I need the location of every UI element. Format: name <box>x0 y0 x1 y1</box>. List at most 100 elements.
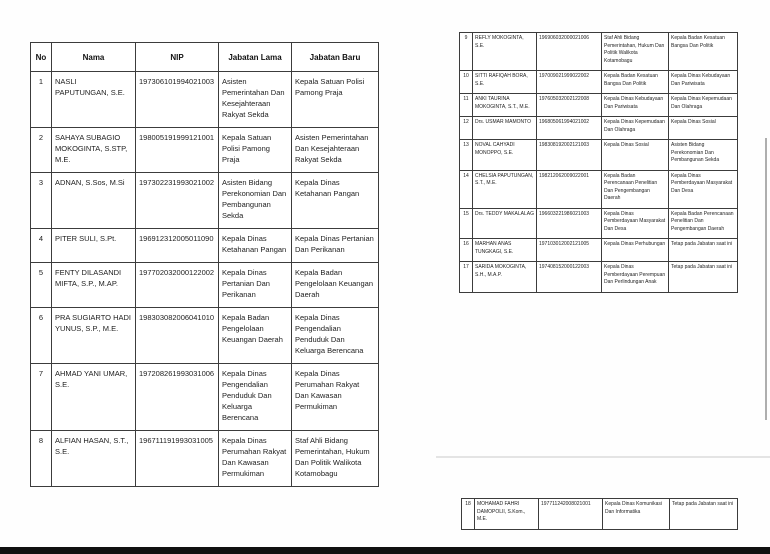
cell-nip: 197009021999022002 <box>536 70 602 94</box>
cell-nip: 197702032000122002 <box>135 262 219 308</box>
cell-jabatan-lama: Asisten Pemerintahan Dan Kesejahteraan R… <box>218 71 292 128</box>
cell-no: 17 <box>459 261 473 293</box>
cell-no: 5 <box>30 262 52 308</box>
cell-jabatan-baru: Kepala Dinas Pengendalian Penduduk Dan K… <box>291 307 379 364</box>
table-row: 1 NASLI PAPUTUNGAN, S.E. 19730610199402100… <box>30 71 379 128</box>
cell-nama: REFLY MOKOGINTA, S.E. <box>472 32 537 71</box>
cell-jabatan-lama: Kepala Badan Perencanaan Penelitian Dan … <box>601 169 669 209</box>
cell-nama: NASLI PAPUTUNGAN, S.E. <box>51 71 136 128</box>
column-header: Jabatan Lama <box>218 42 292 72</box>
cell-nip: 196906032000021006 <box>536 32 602 71</box>
cell-nama: PRA SUGIARTO HADI YUNUS, S.P., M.E. <box>51 307 136 364</box>
cell-nip: 198308192002121003 <box>536 139 602 171</box>
table-body-page-2: 9 REFLY MOKOGINTA, S.E. 196906032000021006… <box>459 32 738 293</box>
table-body-page-1: 1 NASLI PAPUTUNGAN, S.E. 19730610199402100… <box>30 71 379 487</box>
cell-jabatan-lama: Kepala Dinas Kebudayaan Dan Pariwisata <box>601 93 669 117</box>
cell-jabatan-lama: Kepala Dinas Perumahan Rakyat Dan Kawasa… <box>218 430 292 487</box>
cell-jabatan-baru: Kepala Satuan Polisi Pamong Praja <box>291 71 379 128</box>
cell-nip: 197408152000122003 <box>536 261 602 293</box>
table-row: 3 ADNAN, S.Sos, M.Si 197302231993021002 Asi… <box>30 172 379 229</box>
table-row: 18 MOHAMAD FAHRI DAMOPOLII, S.Kom., M.E. 1… <box>461 498 738 530</box>
cell-no: 3 <box>30 172 52 229</box>
table-row: 15 Drs. TEDDY MAKALALAG 196603221986021003… <box>459 207 738 239</box>
table-row: 2 SAHAYA SUBAGIO MOKOGINTA, S.STP, M.E. 19… <box>30 127 379 173</box>
cell-no: 7 <box>30 363 52 431</box>
cell-jabatan-baru: Kepala Dinas Kebudayaan Dan Pariwisata <box>668 70 738 94</box>
table-row: 4 PITER SULI, S.Pt. 196912312005011090 Kepa… <box>30 228 379 263</box>
cell-nip: 198212062009022001 <box>536 169 602 209</box>
table-row: 14 CHELSIA PAPUTUNGAN, S.T., M.E. 19821206… <box>459 169 738 209</box>
cell-jabatan-baru: Tetap pada Jabatan saat ini <box>668 261 738 293</box>
cell-nip: 197711242008021001 <box>538 498 603 530</box>
cell-nama: SARIDA MOKOGINTA, S.H., M.A.P. <box>472 261 537 293</box>
cell-jabatan-lama: Kepala Dinas Ketahanan Pangan <box>218 228 292 263</box>
cell-jabatan-baru: Kepala Dinas Perumahan Rakyat Dan Kawasa… <box>291 363 379 431</box>
column-header: Jabatan Baru <box>291 42 379 72</box>
cell-jabatan-baru: Tetap pada Jabatan saat ini <box>669 498 738 530</box>
cell-nip: 198005191999121001 <box>135 127 219 173</box>
page-break-line <box>436 456 770 458</box>
cell-no: 1 <box>30 71 52 128</box>
cell-jabatan-baru: Kepala Dinas Pemberdayaan Masyarakat Dan… <box>668 169 738 209</box>
cell-no: 2 <box>30 127 52 173</box>
cell-jabatan-baru: Kepala Badan Kesatuan Bangsa Dan Politik <box>668 32 738 71</box>
cell-nip: 197605032002122008 <box>536 93 602 117</box>
table-row: 10 SITTI RAFIQAH BORA, S.E. 19700902199902… <box>459 70 738 94</box>
cell-jabatan-lama: Kepala Dinas Perhubungan <box>601 238 669 262</box>
cell-nip: 197302231993021002 <box>135 172 219 229</box>
cell-nama: FENTY DILASANDI MIFTA, S.P., M.AP. <box>51 262 136 308</box>
table-row: 12 Drs. USMAR MAMONTO 196805061994021002 Ke… <box>459 116 738 140</box>
cell-no: 15 <box>459 207 473 239</box>
cell-no: 14 <box>459 169 473 209</box>
cell-nama: Drs. USMAR MAMONTO <box>472 116 537 140</box>
cell-jabatan-lama: Kepala Dinas Sosial <box>601 139 669 171</box>
cell-nip: 196603221986021003 <box>536 207 602 239</box>
cell-jabatan-lama: Staf Ahli Bidang Pemerintahan, Hukum Dan… <box>601 32 669 71</box>
cell-jabatan-baru: Asisten Pemerintahan Dan Kesejahteraan R… <box>291 127 379 173</box>
cell-nama: ANKI TAURINA MOKOGINTA, S.T., M.E. <box>472 93 537 117</box>
cell-no: 13 <box>459 139 473 171</box>
cell-no: 8 <box>30 430 52 487</box>
table-body-page-3: 18 MOHAMAD FAHRI DAMOPOLII, S.Kom., M.E. 1… <box>461 498 738 530</box>
cell-nama: NOVAL CAHYADI MONOPPO, S.E. <box>472 139 537 171</box>
cell-nip: 196711191993031005 <box>135 430 219 487</box>
cell-no: 6 <box>30 307 52 364</box>
mutation-table-page-2: 9 REFLY MOKOGINTA, S.E. 196906032000021006… <box>459 32 738 293</box>
cell-no: 10 <box>459 70 473 94</box>
table-row: 17 SARIDA MOKOGINTA, S.H., M.A.P. 19740815… <box>459 261 738 293</box>
column-header: No <box>30 42 52 72</box>
cell-nip: 197306101994021003 <box>135 71 219 128</box>
column-header: Nama <box>51 42 136 72</box>
cell-jabatan-baru: Kepala Dinas Ketahanan Pangan <box>291 172 379 229</box>
cell-nip: 196912312005011090 <box>135 228 219 263</box>
cell-no: 12 <box>459 116 473 140</box>
cell-nip: 197103012002121005 <box>536 238 602 262</box>
cell-jabatan-baru: Kepala Dinas Kepemudaan Dan Olahraga <box>668 93 738 117</box>
table-row: 9 REFLY MOKOGINTA, S.E. 196906032000021006… <box>459 32 738 71</box>
bottom-black-bar <box>0 547 770 554</box>
cell-jabatan-lama: Kepala Dinas Pertanian Dan Perikanan <box>218 262 292 308</box>
cell-nama: MOHAMAD FAHRI DAMOPOLII, S.Kom., M.E. <box>474 498 539 530</box>
cell-nama: MARHAN ANAS TUNGKAGI, S.E. <box>472 238 537 262</box>
table-row: 8 ALFIAN HASAN, S.T., S.E. 196711191993031… <box>30 430 379 487</box>
table-row: 13 NOVAL CAHYADI MONOPPO, S.E. 19830819200… <box>459 139 738 171</box>
table-row: 16 MARHAN ANAS TUNGKAGI, S.E. 197103012002… <box>459 238 738 262</box>
cell-nama: ALFIAN HASAN, S.T., S.E. <box>51 430 136 487</box>
cell-nama: SITTI RAFIQAH BORA, S.E. <box>472 70 537 94</box>
cell-jabatan-baru: Tetap pada Jabatan saat ini <box>668 238 738 262</box>
cell-jabatan-lama: Kepala Dinas Pemberdayaan Masyarakat Dan… <box>601 207 669 239</box>
cell-nama: ADNAN, S.Sos, M.Si <box>51 172 136 229</box>
cell-jabatan-lama: Kepala Badan Kesatuan Bangsa Dan Politik <box>601 70 669 94</box>
cell-nama: AHMAD YANI UMAR, S.E. <box>51 363 136 431</box>
column-header: NIP <box>135 42 219 72</box>
cell-jabatan-baru: Kepala Badan Perencanaan Penelitian Dan … <box>668 207 738 239</box>
cell-jabatan-lama: Asisten Bidang Perekonomian Dan Pembangu… <box>218 172 292 229</box>
table-row: 6 PRA SUGIARTO HADI YUNUS, S.P., M.E. 1983… <box>30 307 379 364</box>
page-edge-line <box>765 138 767 420</box>
cell-nama: CHELSIA PAPUTUNGAN, S.T., M.E. <box>472 169 537 209</box>
cell-nip: 196805061994021002 <box>536 116 602 140</box>
cell-jabatan-baru: Kepala Badan Pengelolaan Keuangan Daerah <box>291 262 379 308</box>
cell-jabatan-lama: Kepala Badan Pengelolaan Keuangan Daerah <box>218 307 292 364</box>
cell-nama: PITER SULI, S.Pt. <box>51 228 136 263</box>
